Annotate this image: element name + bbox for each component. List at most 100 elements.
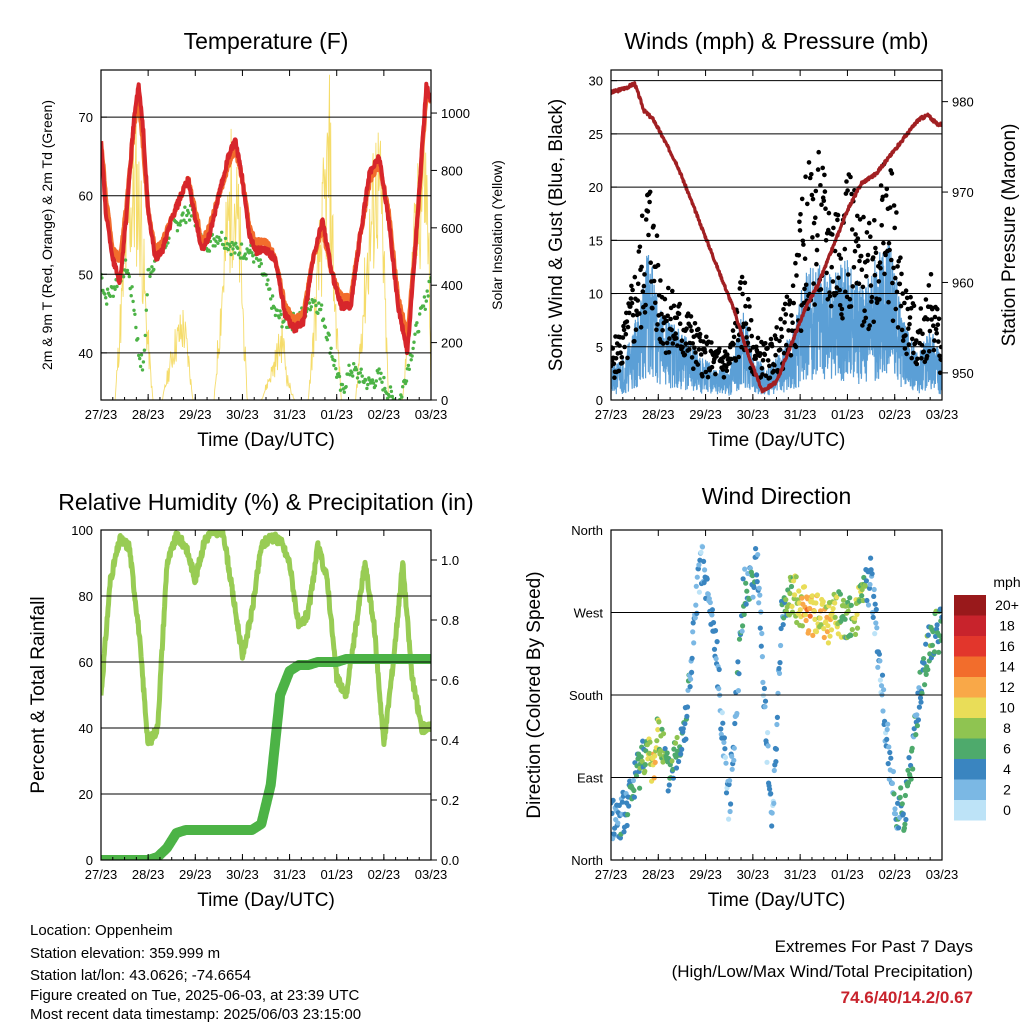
gust-point (689, 355, 695, 360)
dewpoint-point (275, 308, 279, 312)
humidity-y-axis-label: Percent & Total Rainfall (28, 596, 49, 793)
temperature-x-tick-label: 29/23 (179, 407, 212, 422)
direction-point (741, 611, 747, 618)
temperature-y-tick-label: 40 (79, 346, 93, 361)
dewpoint-point (236, 246, 240, 250)
dewpoint-point (131, 299, 135, 304)
dewpoint-point (344, 385, 348, 389)
gust-point (744, 335, 749, 340)
dewpoint-point (365, 386, 369, 391)
gust-point (611, 346, 615, 351)
gust-point (781, 307, 786, 312)
gust-point (771, 368, 777, 374)
gust-point (613, 356, 619, 361)
direction-point (710, 620, 717, 626)
dewpoint-point (234, 241, 238, 245)
direction-point (712, 628, 719, 634)
gust-point (618, 350, 623, 356)
humidity-y2-tick-label: 0.4 (441, 733, 459, 748)
gust-point (857, 258, 862, 264)
dewpoint-point (330, 355, 334, 359)
gust-point (890, 280, 895, 286)
winds-plot-area (611, 81, 942, 396)
direction-point (692, 615, 698, 621)
direction-point (903, 816, 909, 823)
direction-point (812, 616, 818, 623)
gust-point (831, 225, 836, 231)
gust-point (790, 283, 796, 289)
gust-point (746, 326, 752, 332)
direction-point (762, 698, 769, 704)
dewpoint-point (179, 219, 183, 223)
gust-point (745, 340, 751, 346)
gust-point (811, 281, 816, 286)
gust-point (869, 299, 874, 304)
dewpoint-point (182, 218, 186, 222)
gust-point (815, 233, 820, 238)
direction-point (778, 642, 784, 649)
direction-point (630, 777, 637, 784)
legend-swatch (954, 656, 986, 677)
gust-point (836, 275, 841, 281)
direction-point (756, 600, 762, 606)
legend-title: mph (993, 574, 1020, 590)
dewpoint-point (307, 301, 312, 305)
dewpoint-point (226, 247, 230, 252)
gust-point (709, 340, 714, 345)
temperature-x-tick-label: 01/23 (320, 407, 353, 422)
direction-point (757, 625, 763, 631)
direction-point (834, 594, 840, 600)
direction-point (870, 614, 876, 621)
dewpoint-point (377, 367, 381, 371)
direction-point (669, 758, 675, 764)
dewpoint-point (401, 385, 405, 389)
dewpoint-point (415, 321, 419, 325)
direction-point (871, 586, 877, 593)
dewpoint-point (412, 340, 416, 344)
direction-point (652, 753, 658, 759)
direction-point (698, 549, 704, 555)
direction-point (821, 626, 827, 632)
winds-y2-tick-label: 970 (952, 185, 974, 200)
gust-point (724, 368, 730, 374)
direction-point (744, 588, 750, 594)
gust-point (760, 358, 766, 363)
direction-point (922, 682, 928, 688)
direction-point (680, 726, 686, 732)
dewpoint-point (239, 242, 244, 246)
gust-point (873, 250, 879, 255)
gust-point (727, 360, 732, 366)
gust-point (850, 284, 855, 289)
direction-point (788, 583, 795, 590)
dewpoint-point (351, 374, 355, 378)
dewpoint-point (125, 268, 130, 273)
direction-point (877, 658, 883, 664)
direction-point (820, 599, 826, 605)
direction-point (716, 666, 722, 673)
direction-point (729, 766, 735, 772)
gust-point (828, 303, 834, 309)
humidity-x-tick-label: 27/23 (85, 867, 118, 882)
gust-point (896, 258, 901, 264)
gust-point (616, 368, 622, 374)
direction-point (877, 677, 884, 683)
direction-point (743, 601, 749, 607)
direction-point (873, 606, 879, 613)
direction-point (706, 596, 712, 602)
dewpoint-point (217, 235, 221, 240)
gust-point (633, 327, 639, 333)
direction-point (914, 712, 920, 718)
humidity-title: Relative Humidity (%) & Precipitation (i… (58, 489, 474, 515)
dewpoint-point (424, 299, 428, 303)
gust-point (791, 300, 796, 306)
gust-point (643, 217, 649, 222)
dewpoint-point (390, 394, 394, 399)
legend-swatch (954, 718, 986, 739)
dewpoint-point (221, 243, 226, 247)
direction-point (664, 750, 670, 756)
gust-point (688, 324, 693, 329)
gust-point (688, 314, 694, 319)
gust-point (910, 336, 915, 342)
direction-point (709, 607, 716, 613)
